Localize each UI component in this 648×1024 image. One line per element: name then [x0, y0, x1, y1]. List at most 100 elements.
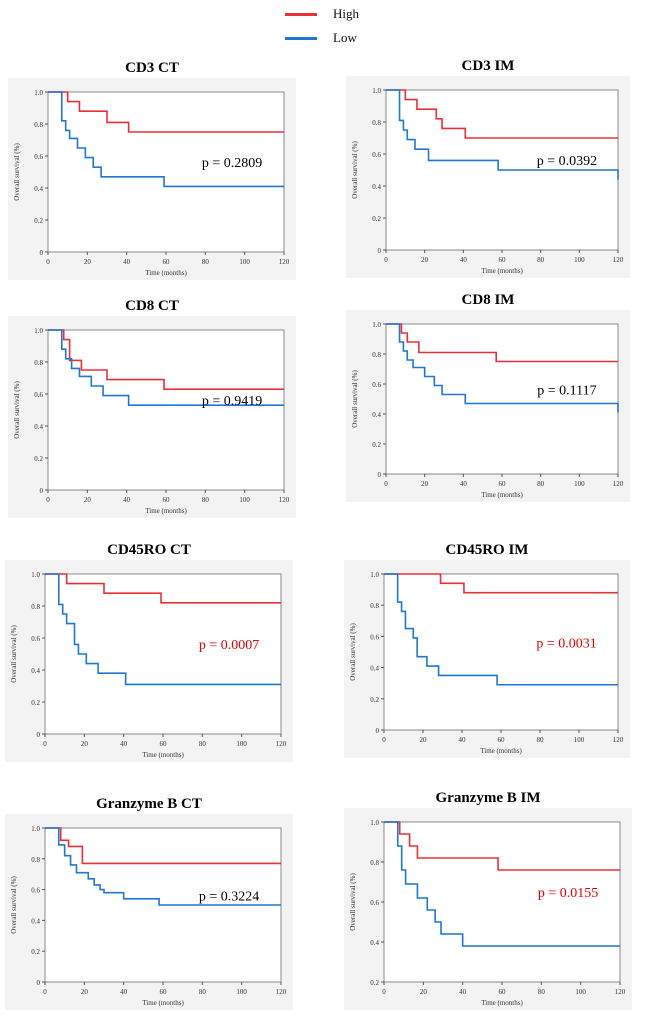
x-tick-label: 80 — [538, 988, 546, 996]
p-value-label: p = 0.0007 — [199, 638, 259, 653]
y-tick-label: 0.6 — [34, 153, 43, 161]
survival-curve-low — [386, 323, 619, 413]
y-tick-label: 0.6 — [372, 381, 381, 389]
y-tick-label: 0.8 — [370, 602, 379, 610]
y-axis-label: Overall survival (%) — [349, 623, 357, 681]
survival-curve-low — [45, 827, 281, 906]
km-plot: 0 0.2 0.4 0.6 0.8 1.0 0 20 40 60 80 100 120 Time (mon… — [13, 89, 290, 277]
y-tick-label: 0.2 — [370, 979, 379, 987]
p-value-label: p = 0.0392 — [537, 154, 597, 169]
y-tick-label: 1.0 — [34, 89, 43, 97]
x-tick-label: 20 — [420, 988, 428, 996]
survival-curve-high — [386, 89, 618, 139]
y-tick-label: 0 — [40, 487, 44, 495]
y-tick-label: 0.8 — [370, 859, 379, 867]
x-axis-label: Time (months) — [145, 269, 187, 277]
x-tick-label: 120 — [613, 256, 624, 264]
y-tick-label: 0 — [37, 979, 41, 987]
legend: High Low — [285, 6, 395, 46]
y-tick-label: 0.2 — [31, 948, 40, 956]
y-axis-label: Overall survival (%) — [13, 143, 21, 201]
x-axis-label: Time (months) — [142, 999, 184, 1007]
x-axis-label: Time (months) — [480, 747, 522, 755]
x-tick-label: 40 — [123, 496, 130, 504]
km-plot: 0 0.2 0.4 0.6 0.8 1.0 0 20 40 60 80 100 120 Time (mon… — [10, 571, 287, 759]
x-tick-label: 80 — [199, 988, 207, 996]
y-tick-label: 1.0 — [31, 825, 40, 833]
x-tick-label: 20 — [421, 256, 429, 264]
km-plot: 0.2 0.4 0.6 0.8 1.0 0 20 40 60 80 100 120 Time (mont… — [349, 819, 626, 1007]
y-axis-label: Overall survival (%) — [13, 381, 21, 439]
survival-curve-high — [384, 573, 618, 594]
y-tick-label: 0.4 — [31, 917, 40, 925]
survival-curve-low — [48, 329, 284, 406]
y-tick-label: 0.8 — [372, 351, 381, 359]
y-tick-label: 0.4 — [34, 185, 43, 193]
y-axis-label: Overall survival (%) — [349, 873, 357, 931]
panel-title: CD45RO IM — [445, 542, 529, 558]
y-tick-label: 0.2 — [370, 696, 379, 704]
y-tick-label: 1.0 — [34, 327, 43, 335]
survival-curve-high — [45, 827, 281, 865]
x-tick-label: 0 — [46, 496, 50, 504]
x-tick-label: 0 — [382, 988, 386, 996]
x-tick-label: 120 — [615, 988, 626, 996]
y-axis-label: Overall survival (%) — [10, 625, 18, 683]
survival-curve-high — [48, 329, 284, 390]
x-tick-label: 80 — [537, 480, 545, 488]
x-tick-label: 60 — [499, 988, 507, 996]
y-tick-label: 1.0 — [370, 571, 379, 579]
km-panel-granzyme-b-ct: Granzyme B CT 0 0.2 0.4 0.6 0.8 1.0 0 20 40 60 80 1… — [5, 794, 293, 1010]
survival-curve-low — [45, 573, 281, 686]
survival-curve-low — [384, 573, 618, 686]
x-tick-label: 60 — [163, 496, 171, 504]
y-tick-label: 0.6 — [370, 633, 379, 641]
y-tick-label: 1.0 — [370, 819, 379, 827]
y-tick-label: 0.4 — [372, 411, 381, 419]
x-tick-label: 20 — [420, 736, 428, 744]
x-tick-label: 60 — [499, 256, 507, 264]
legend-item-low: Low — [285, 30, 395, 46]
x-tick-label: 100 — [575, 988, 586, 996]
p-value-label: p = 0.2809 — [202, 156, 262, 171]
km-plot: 0 0.2 0.4 0.6 0.8 1.0 0 20 40 60 80 100 120 Time (mon… — [351, 87, 624, 275]
x-tick-label: 40 — [460, 256, 468, 264]
x-axis-label: Time (months) — [481, 267, 523, 275]
legend-label-low: Low — [333, 30, 357, 45]
y-tick-label: 0 — [37, 731, 41, 739]
x-tick-label: 80 — [537, 256, 545, 264]
x-tick-label: 120 — [613, 736, 624, 744]
x-tick-label: 0 — [382, 736, 386, 744]
y-tick-label: 0.2 — [34, 455, 43, 463]
x-tick-label: 0 — [46, 258, 50, 266]
y-tick-label: 0.6 — [370, 899, 379, 907]
p-value-label: p = 0.0155 — [538, 886, 598, 901]
y-tick-label: 1.0 — [31, 571, 40, 579]
x-tick-label: 120 — [279, 258, 290, 266]
x-tick-label: 100 — [239, 496, 250, 504]
p-value-label: p = 0.1117 — [537, 384, 596, 399]
km-plot: 0 0.2 0.4 0.6 0.8 1.0 0 20 40 60 80 100 120 Time (mon… — [349, 571, 624, 755]
x-tick-label: 40 — [123, 258, 130, 266]
x-tick-label: 80 — [199, 740, 207, 748]
y-axis-label: Overall survival (%) — [10, 876, 18, 934]
x-tick-label: 100 — [239, 258, 250, 266]
y-tick-label: 0.8 — [34, 121, 43, 129]
x-tick-label: 100 — [236, 740, 247, 748]
y-tick-label: 0.2 — [31, 699, 40, 707]
km-plot: 0 0.2 0.4 0.6 0.8 1.0 0 20 40 60 80 100 120 Time (mon… — [13, 327, 290, 515]
x-tick-label: 100 — [236, 988, 247, 996]
survival-curve-high — [386, 323, 618, 363]
x-tick-label: 0 — [43, 988, 47, 996]
y-tick-label: 0.2 — [34, 217, 43, 225]
x-tick-label: 60 — [160, 988, 168, 996]
legend-label-high: High — [333, 6, 359, 21]
x-tick-label: 100 — [574, 256, 585, 264]
legend-item-high: High — [285, 6, 395, 22]
y-tick-label: 0.2 — [372, 215, 381, 223]
y-tick-label: 0.8 — [31, 856, 40, 864]
y-tick-label: 0.6 — [34, 391, 43, 399]
survival-curve-low — [384, 821, 620, 947]
y-tick-label: 0 — [40, 249, 44, 257]
x-tick-label: 80 — [202, 258, 210, 266]
